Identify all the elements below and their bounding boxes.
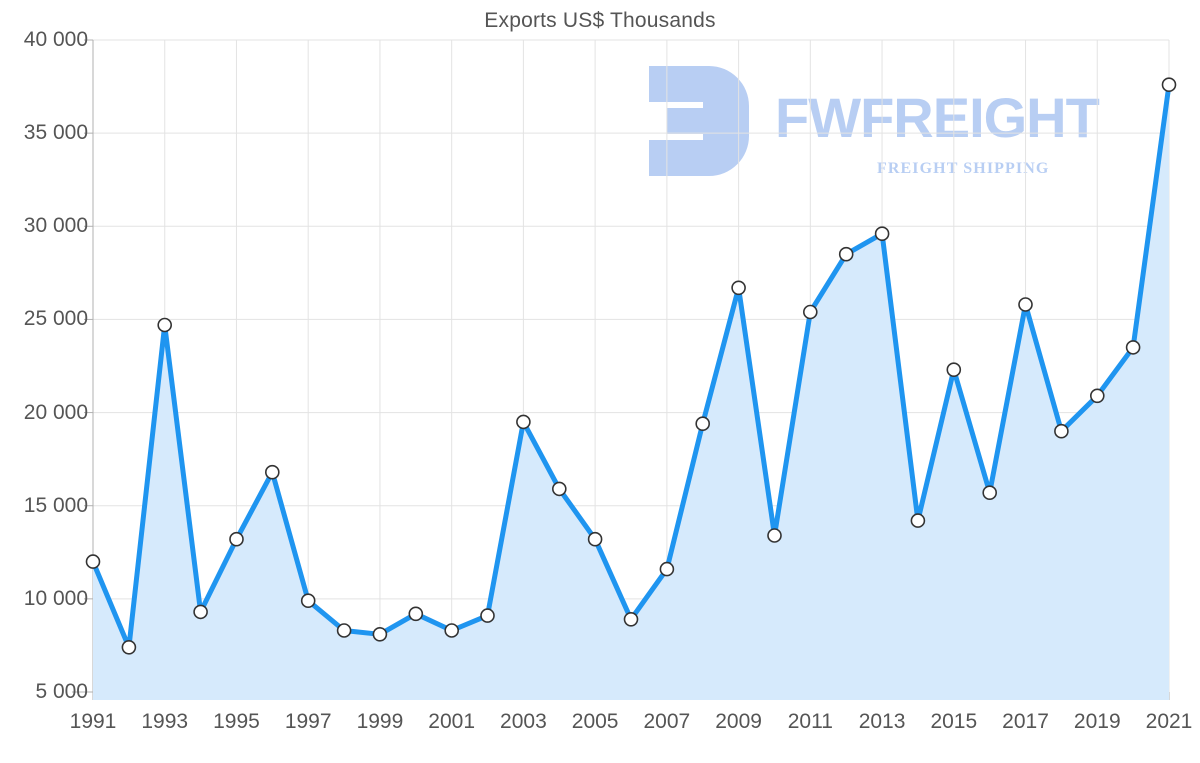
data-point-2008[interactable] xyxy=(695,416,711,432)
x-axis-tick-label: 2011 xyxy=(787,710,833,733)
y-axis-tick-label: 40 000 xyxy=(23,28,88,51)
data-point-1997[interactable] xyxy=(300,593,316,609)
y-axis-tick-label: 25 000 xyxy=(23,307,88,331)
data-point-2012[interactable] xyxy=(838,246,854,262)
x-axis-tick-label: 2007 xyxy=(643,710,691,733)
x-axis-tick-label: 1995 xyxy=(213,710,260,733)
x-axis-tick-label: 2021 xyxy=(1145,710,1193,733)
x-axis-tick-label: 2001 xyxy=(428,710,476,733)
x-axis-tick-label: 1991 xyxy=(69,710,117,733)
data-point-1998[interactable] xyxy=(336,623,352,638)
data-point-2005[interactable] xyxy=(587,531,603,547)
y-axis-tick-label: 30 000 xyxy=(23,214,88,238)
data-point-2015[interactable] xyxy=(946,362,962,378)
data-point-2002[interactable] xyxy=(480,608,495,623)
x-axis-tick-label: 1993 xyxy=(141,710,189,733)
data-point-2020[interactable] xyxy=(1125,340,1141,355)
x-axis-tick-label: 2013 xyxy=(858,710,906,733)
data-point-2000[interactable] xyxy=(408,606,424,622)
data-point-2016[interactable] xyxy=(982,485,998,501)
data-point-1992[interactable] xyxy=(121,639,137,655)
series-markers[interactable] xyxy=(85,77,1177,655)
y-axis-tick-label: 35 000 xyxy=(23,121,88,145)
series-area-fill xyxy=(93,84,1169,700)
data-point-2014[interactable] xyxy=(910,513,926,528)
data-point-2010[interactable] xyxy=(767,528,782,543)
data-point-1993[interactable] xyxy=(157,317,172,333)
data-point-1994[interactable] xyxy=(193,604,208,620)
x-axis-tick-label: 2009 xyxy=(715,710,762,733)
x-axis-tick-label: 2005 xyxy=(571,710,619,733)
data-point-1996[interactable] xyxy=(264,464,280,480)
data-point-2001[interactable] xyxy=(444,623,460,638)
data-point-2019[interactable] xyxy=(1090,388,1105,404)
x-axis-tick-label: 2019 xyxy=(1073,710,1121,733)
data-point-2004[interactable] xyxy=(551,481,567,497)
data-point-2011[interactable] xyxy=(802,304,818,320)
chart-title: Exports US$ Thousands xyxy=(484,9,716,32)
y-axis-tick-label: 5 000 xyxy=(35,680,88,703)
y-axis-tick-label: 15 000 xyxy=(23,493,88,517)
data-point-2009[interactable] xyxy=(731,280,746,296)
data-point-2003[interactable] xyxy=(516,414,531,430)
x-axis-tick-label: 2015 xyxy=(930,710,978,733)
x-axis-tick-label: 1999 xyxy=(356,710,404,733)
y-axis-tick-label: 10 000 xyxy=(23,586,88,610)
data-point-2017[interactable] xyxy=(1018,297,1033,312)
data-point-2007[interactable] xyxy=(659,561,675,577)
data-point-1995[interactable] xyxy=(229,531,244,547)
data-point-1999[interactable] xyxy=(372,626,388,642)
y-axis-tick-label: 20 000 xyxy=(23,400,88,424)
data-point-2021[interactable] xyxy=(1161,77,1177,92)
x-axis-tick-label: 1997 xyxy=(284,710,332,733)
x-axis-tick-label: 2003 xyxy=(500,710,547,733)
x-axis-tick-label: 2017 xyxy=(1002,710,1049,733)
data-point-1991[interactable] xyxy=(85,554,101,569)
data-point-2006[interactable] xyxy=(623,611,639,627)
data-point-2013[interactable] xyxy=(874,226,890,241)
data-point-2018[interactable] xyxy=(1054,423,1069,439)
